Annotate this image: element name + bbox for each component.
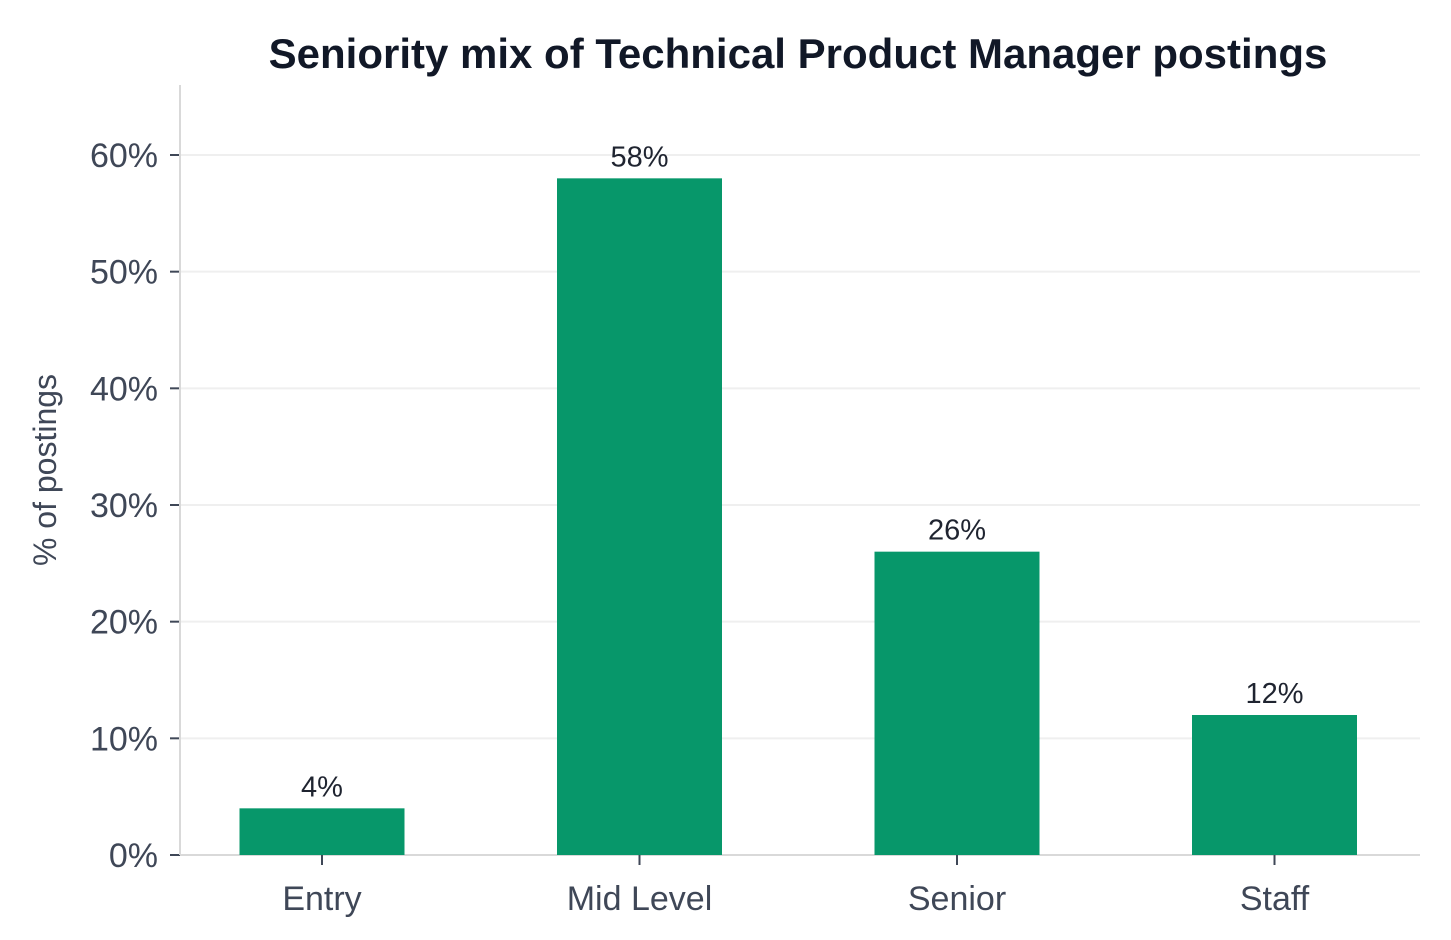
grid-layer [180,154,1420,740]
y-tick-label: 30% [90,487,158,525]
axis-layer: 0% 10% 20% 30% 40% 50% 60% Entry Mid Level Senior… [90,85,1420,918]
y-tick-label: 20% [90,604,158,642]
y-tick-label: 40% [90,370,158,408]
x-tick-label: Senior [908,880,1006,918]
bar-value-label: 4% [301,771,343,803]
bar-value-label: 26% [928,515,986,547]
bar-staff [1192,715,1357,855]
y-tick-label: 50% [90,254,158,292]
chart-title: Seniority mix of Technical Product Manag… [269,30,1328,77]
y-tick-label: 60% [90,137,158,175]
bar-mid-level [557,178,722,856]
x-tick-label: Entry [282,880,361,918]
label-layer: 4% 58% 26% 12% [301,141,1303,803]
bar-layer [239,178,1357,856]
bar-value-label: 12% [1245,678,1303,710]
y-axis-label: % of postings [27,374,63,566]
bar-value-label: 58% [610,141,668,173]
x-tick-label: Staff [1240,880,1310,918]
bar-senior [874,551,1040,855]
y-tick-label: 10% [90,720,158,758]
x-tick-label: Mid Level [567,880,713,918]
y-tick-label: 0% [109,837,158,875]
bar-entry [239,808,405,855]
